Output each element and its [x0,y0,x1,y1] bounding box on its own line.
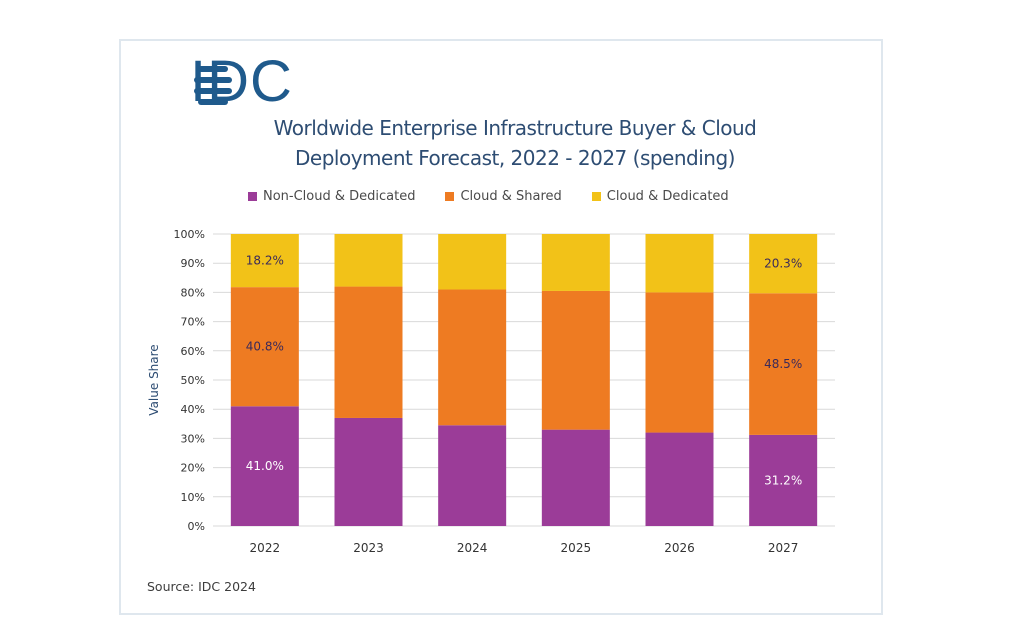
bar-segment [230,406,299,526]
legend-swatch [445,191,455,201]
y-tick-label: 80% [181,286,205,299]
bar-segment [438,234,507,290]
bar-segment [541,429,610,526]
y-tick-label: 30% [181,432,205,445]
x-tick-label: 2027 [768,541,799,555]
legend-label: Cloud & Shared [460,188,562,204]
chart-legend: Non-Cloud & Dedicated Cloud & Shared Cloud… [248,186,729,206]
y-tick-label: 20% [181,462,205,475]
y-axis-label: Value Share [147,344,161,415]
bar-segment [749,234,818,294]
y-tick-label: 60% [181,345,205,358]
y-tick-label: 100% [174,228,205,241]
bar-segment [334,234,403,287]
data-label: 40.8% [246,340,284,354]
data-label: 20.3% [764,257,802,271]
x-tick-label: 2024 [457,541,488,555]
y-tick-label: 40% [181,403,205,416]
legend-item: Cloud & Dedicated [591,188,729,204]
chart-title-line-1: Worldwide Enterprise Infrastructure Buye… [273,116,757,140]
y-tick-label: 0% [188,520,205,533]
bar-segment [749,293,818,435]
chart-title: Worldwide Enterprise Infrastructure Buye… [230,113,800,173]
bar-segment [645,292,714,433]
x-tick-label: 2025 [561,541,592,555]
legend-swatch [591,191,601,201]
idc-logo-globe-icon [194,66,232,105]
legend-label: Non-Cloud & Dedicated [263,188,416,204]
y-tick-label: 90% [181,257,205,270]
bar-segment [541,290,610,430]
legend-swatch [248,191,257,201]
legend-label: Cloud & Dedicated [606,188,729,204]
bar-segment [334,417,403,526]
data-label: 41.0% [246,459,284,473]
bar-segment [645,234,714,293]
chart-title-line-2: Deployment Forecast, 2022 - 2027 (spendi… [295,146,735,170]
idc-logo-text: IDC [190,49,293,114]
bar-segment [645,432,714,526]
data-label: 18.2% [246,254,284,268]
bar-segment [438,289,507,426]
bar-segment [541,234,610,291]
legend-item: Cloud & Shared [445,188,562,204]
y-tick-label: 10% [181,491,205,504]
x-tick-label: 2022 [250,541,281,555]
legend-item: Non-Cloud & Dedicated [248,189,415,204]
source-note: Source: IDC 2024 [147,579,256,594]
bar-segment [749,434,818,526]
x-tick-label: 2026 [664,541,695,555]
data-label: 31.2% [764,473,802,487]
data-label: 48.5% [764,357,802,371]
y-tick-label: 70% [181,316,205,329]
bar-segment [334,286,403,418]
bar-segment [438,425,507,526]
x-tick-label: 2023 [353,541,384,555]
bar-segment [230,287,299,407]
bar-segment [230,234,299,288]
y-tick-label: 50% [181,374,205,387]
